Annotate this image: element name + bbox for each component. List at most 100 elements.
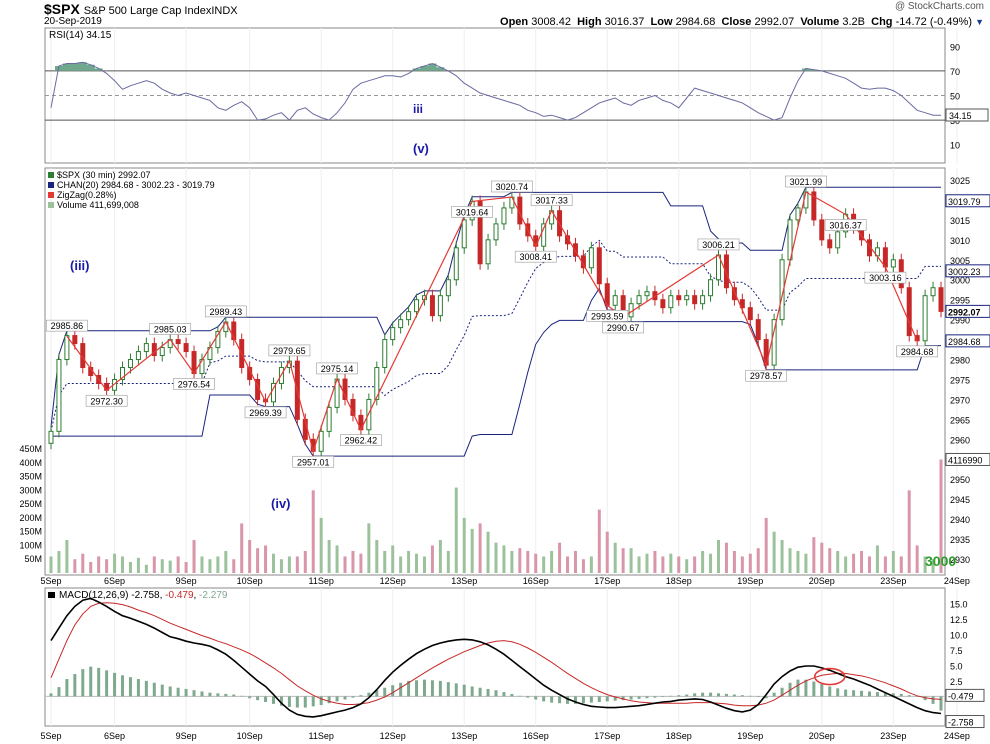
x-tick-label: 9Sep <box>176 731 197 741</box>
price-y-tick: 2940 <box>950 515 970 525</box>
candle-body <box>811 191 817 221</box>
zigzag-label-box <box>340 434 382 446</box>
volume-bar <box>216 556 220 573</box>
candle-body <box>795 207 801 221</box>
volume-bar <box>208 559 212 573</box>
wave-label: (iii) <box>70 258 90 273</box>
macd-histogram-bar <box>701 692 705 697</box>
panel-frame-1 <box>44 167 946 576</box>
volume-bar <box>160 559 164 573</box>
volume-bar <box>256 548 260 573</box>
macd-histogram-bar <box>144 680 148 697</box>
volume-bar <box>383 550 387 573</box>
volume-bar <box>724 542 728 573</box>
volume-y-tick: 400M <box>19 458 42 468</box>
zigzag-label-box <box>268 344 311 357</box>
macd-histogram-bar <box>502 692 506 697</box>
volume-bar <box>796 550 800 573</box>
macd-histogram-bar <box>287 696 291 707</box>
zigzag-label: 3019.64 <box>456 207 489 217</box>
volume-bar <box>113 553 117 573</box>
zigzag-label: 2957.01 <box>297 457 330 467</box>
macd-histogram-bar <box>256 696 260 701</box>
macd-histogram-bar <box>240 695 244 697</box>
macd-histogram-bar <box>351 696 355 698</box>
volume-bar <box>867 556 871 573</box>
x-tick-label: 23Sep <box>880 576 906 586</box>
legend-swatch <box>48 192 54 198</box>
volume-value-box <box>945 452 990 466</box>
index-name: S&P 500 Large Cap Index <box>83 5 212 17</box>
x-tick-label: 18Sep <box>666 576 692 586</box>
macd-histogram-bar <box>319 696 323 706</box>
candle-body <box>429 295 435 317</box>
volume-bar <box>860 550 864 573</box>
candle-body <box>398 319 404 329</box>
zigzag-label-box <box>316 362 358 375</box>
macd-histogram-bar <box>764 696 768 699</box>
rsi-y-tick: 50 <box>950 92 960 102</box>
macd-histogram-bar <box>852 690 856 697</box>
zigzag-label-box <box>586 310 629 322</box>
macd-histogram-bar <box>597 696 601 702</box>
macd-line <box>50 597 942 718</box>
volume-bar <box>510 550 514 573</box>
volume-y-tick: 100M <box>19 540 42 550</box>
candle-body <box>660 299 666 309</box>
volume-bar <box>566 556 570 573</box>
volume-y-tick: 450M <box>19 444 42 454</box>
channel-upper <box>50 186 941 427</box>
macd-histogram-bar <box>573 696 577 704</box>
candle-body <box>882 247 888 268</box>
macd-histogram-bar <box>136 679 140 697</box>
candle-body <box>215 331 221 349</box>
big-3000-label: 3000 <box>925 553 956 569</box>
price-value-box <box>945 194 990 208</box>
macd-histogram-bar <box>780 687 784 697</box>
macd-y-tick: 2.5 <box>950 677 963 687</box>
macd-y-tick: 5.0 <box>950 661 963 671</box>
macd-histogram-bar <box>494 690 498 697</box>
macd-histogram-bar <box>391 685 395 697</box>
volume-bar <box>168 560 172 573</box>
volume-bar <box>883 556 887 573</box>
volume-bar <box>844 556 848 573</box>
price-y-tick: 2995 <box>950 296 970 306</box>
volume-bar <box>73 559 77 573</box>
zigzag-label-box <box>244 406 287 419</box>
watermark: @ StockCharts.com <box>894 1 984 12</box>
candle-body <box>676 295 682 301</box>
volume-bar <box>852 553 856 573</box>
price-y-tick: 2990 <box>950 316 970 326</box>
price-value-box <box>945 334 990 348</box>
macd-value: -2.758 <box>948 718 974 728</box>
candle-body <box>406 311 412 321</box>
macd-histogram-bar <box>685 694 689 697</box>
volume-bar <box>264 545 268 573</box>
macd-histogram-bar <box>653 696 657 698</box>
panel-frame-2 <box>44 587 946 727</box>
channel-lower <box>51 287 941 457</box>
candle-body <box>437 295 443 317</box>
volume-bar <box>248 539 252 573</box>
volume-bar <box>97 556 101 573</box>
macd-histogram-bar <box>152 682 156 697</box>
candle-body <box>485 239 491 265</box>
macd-histogram-bar <box>717 693 720 697</box>
zigzag-label-box <box>46 319 88 332</box>
zigzag-label: 3006.21 <box>702 240 735 250</box>
volume-bar <box>470 528 474 573</box>
candle-body <box>127 359 133 369</box>
volume-bar <box>415 553 419 573</box>
price-y-tick: 2965 <box>950 415 970 425</box>
zigzag-label-box <box>85 394 128 407</box>
candle-body <box>56 359 62 432</box>
price-value-label: 3019.79 <box>948 197 981 207</box>
rsi-y-tick: 70 <box>950 67 960 77</box>
candle-body <box>835 231 841 249</box>
candle-body <box>930 287 936 297</box>
macd-histogram-bar <box>581 696 585 704</box>
macd-histogram-bar <box>836 688 840 697</box>
macd-histogram-bar <box>438 680 442 697</box>
triangle-down-icon[interactable]: ▼ <box>975 17 984 27</box>
